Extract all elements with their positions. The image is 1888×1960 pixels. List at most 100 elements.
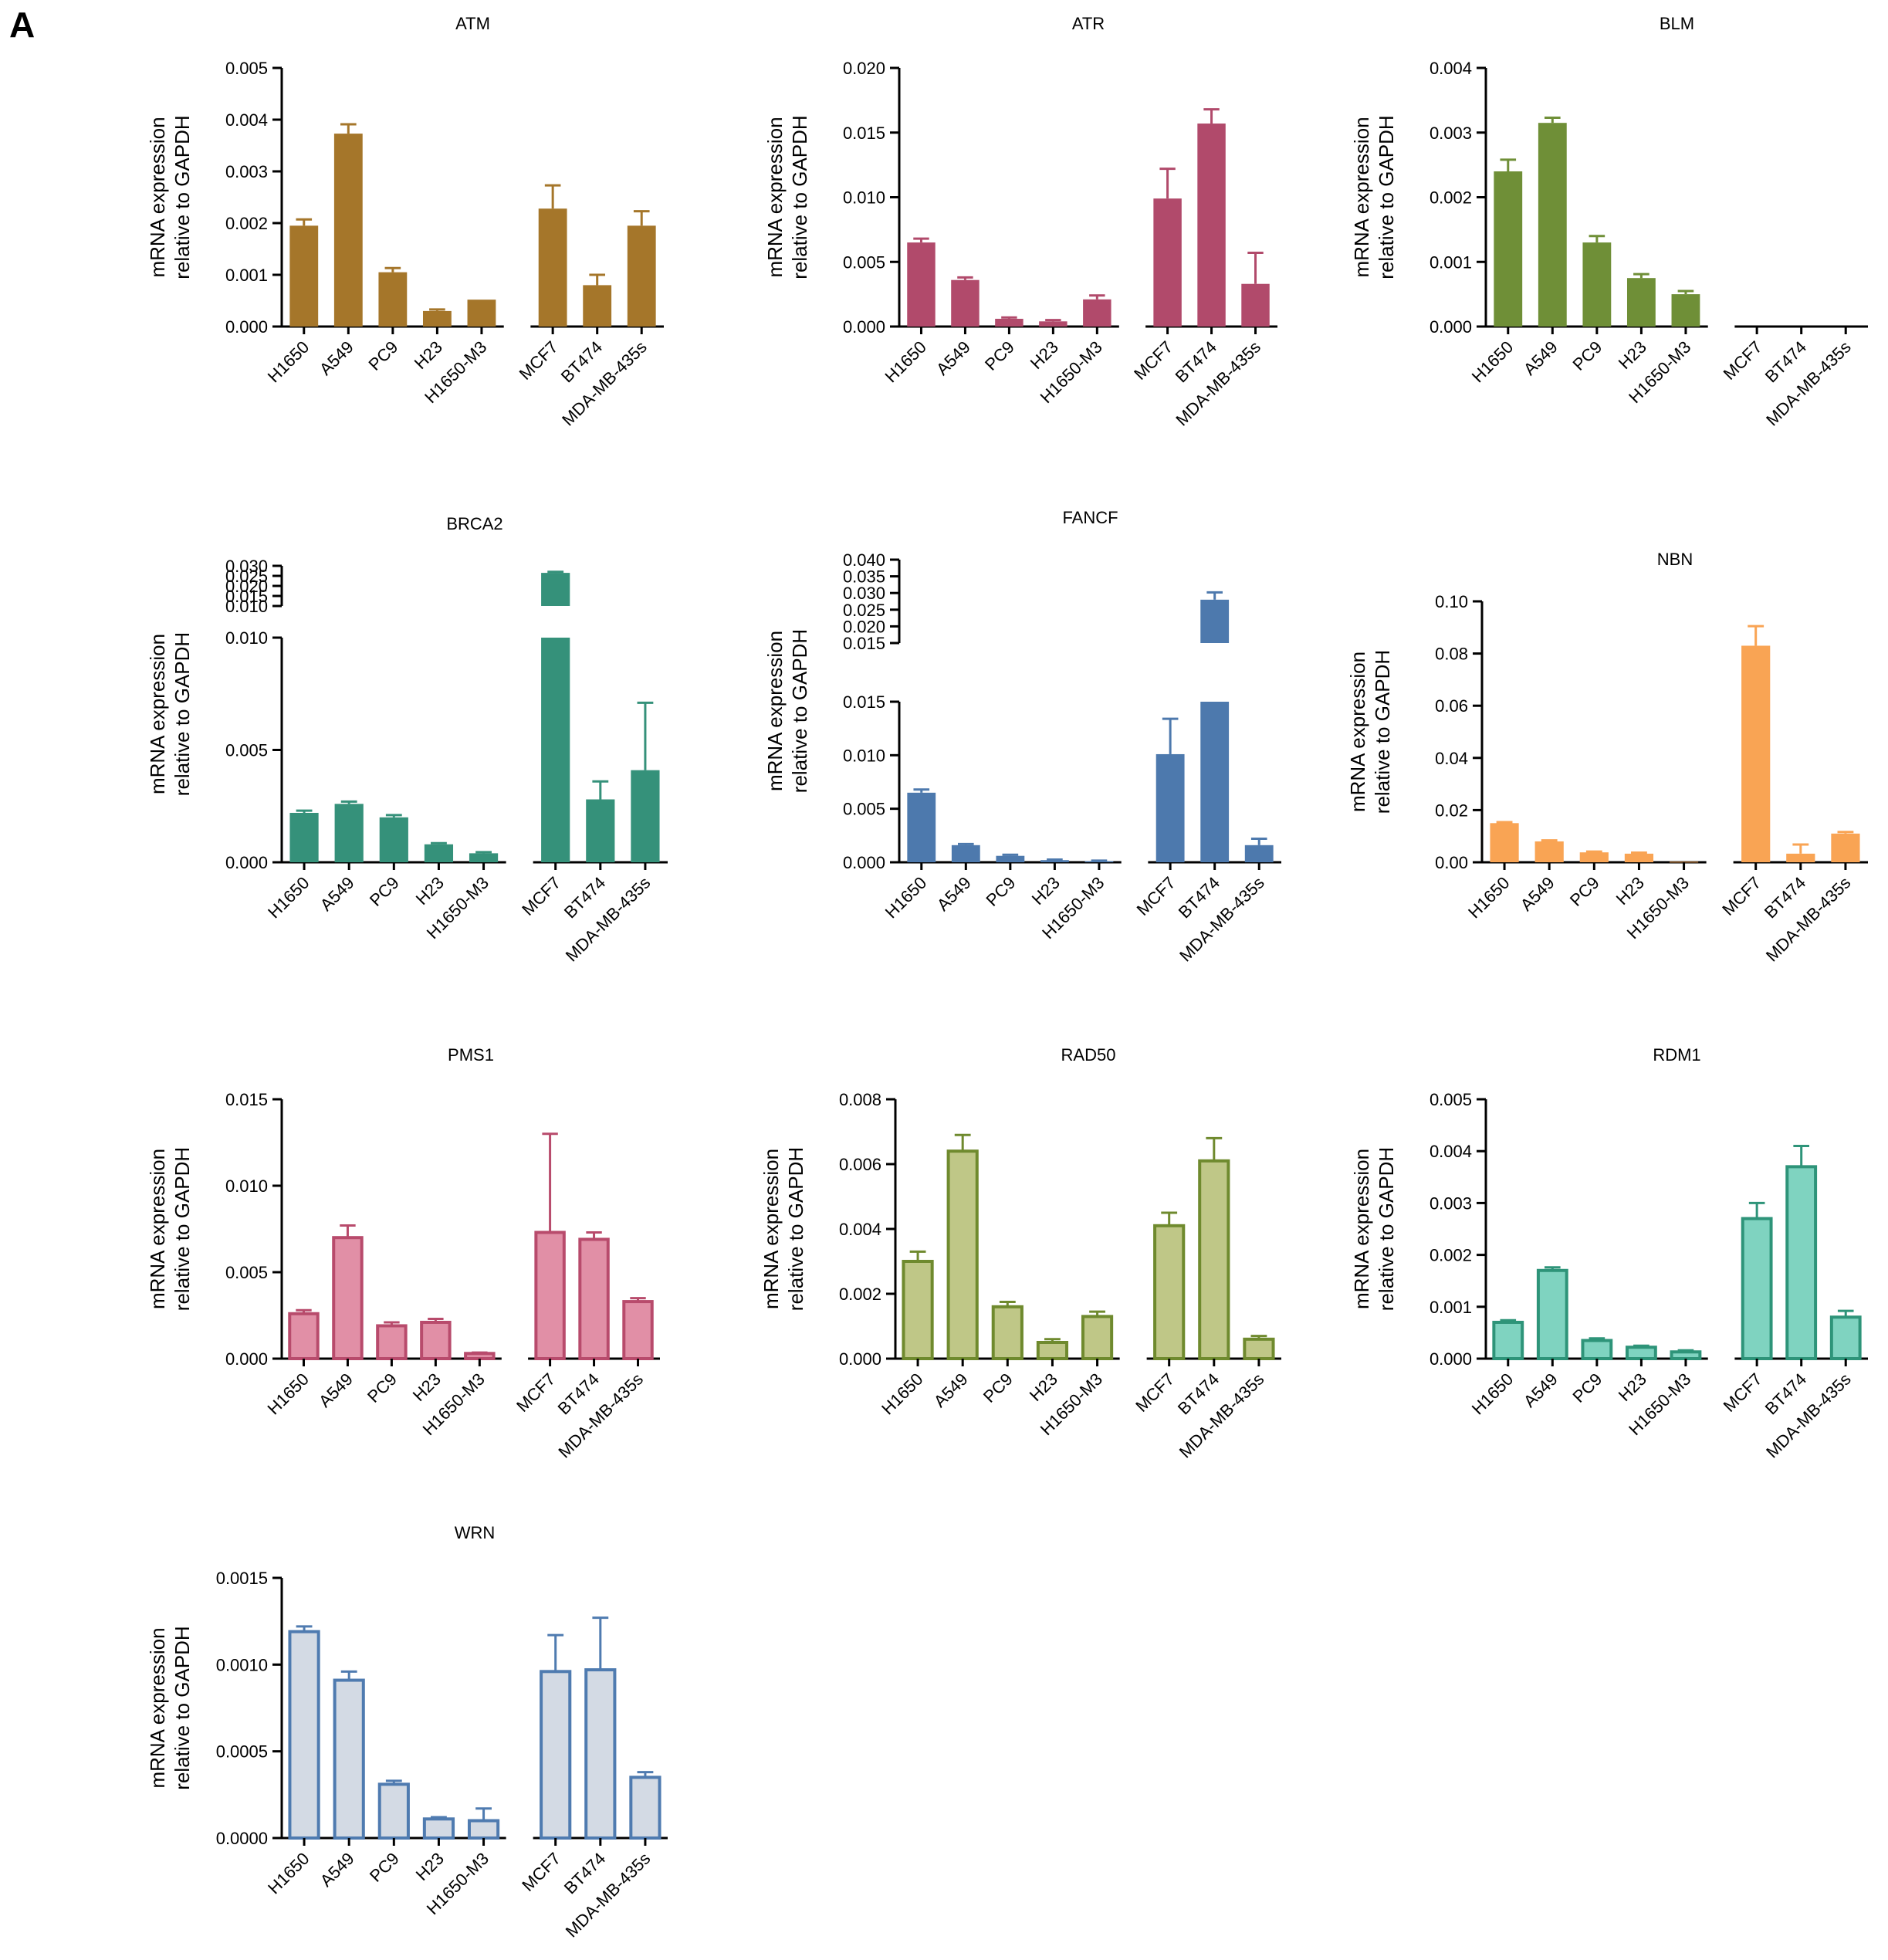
y-break-tick-label: 0.030 xyxy=(843,584,885,603)
x-tick-label: H23 xyxy=(1028,873,1064,909)
y-break-tick-label: 0.015 xyxy=(843,634,885,653)
bar xyxy=(583,285,612,327)
bar xyxy=(995,318,1024,327)
y-tick-label: 0.0005 xyxy=(216,1742,268,1762)
y-axis-title: mRNA expressionrelative to GAPDH xyxy=(146,115,194,279)
y-break-tick-label: 0.020 xyxy=(225,577,268,596)
y-tick-label: 0.005 xyxy=(1430,1090,1472,1109)
chart-title: WRN xyxy=(455,1523,496,1542)
bar xyxy=(377,1782,410,1840)
chart-title: RDM1 xyxy=(1653,1045,1700,1065)
bar xyxy=(907,792,936,862)
bar xyxy=(467,1819,500,1840)
x-tick-label: PC9 xyxy=(981,337,1018,374)
bar xyxy=(1244,845,1274,862)
chart-title: PMS1 xyxy=(448,1045,494,1065)
y-axis-title: mRNA expressionrelative to GAPDH xyxy=(763,115,811,279)
y-tick-label: 0.00 xyxy=(1435,853,1468,872)
bar xyxy=(1624,853,1654,862)
chart-title: BLM xyxy=(1660,14,1694,33)
y-break-tick-label: 0.025 xyxy=(843,601,885,620)
y-tick-label: 0.015 xyxy=(843,124,885,143)
bar xyxy=(289,812,319,862)
chart-title: ATR xyxy=(1072,14,1105,33)
y-axis-title: mRNA expressionrelative to GAPDH xyxy=(146,632,194,796)
x-tick-label: A549 xyxy=(316,1849,358,1891)
x-tick-label: MCF7 xyxy=(518,873,564,919)
x-tick-label: PC9 xyxy=(982,873,1019,910)
x-tick-label: H1650 xyxy=(1468,1369,1518,1419)
chart-rdm1: RDM1 mRNA expressionrelative to GAPDH 0.00… xyxy=(1350,1045,1868,1462)
y-tick-label: 0.000 xyxy=(839,1349,881,1369)
x-tick-label: H23 xyxy=(412,1849,448,1884)
y-tick-label: 0.005 xyxy=(225,1263,268,1282)
bar xyxy=(289,225,319,327)
y-tick-label: 0.010 xyxy=(225,628,268,648)
y-axis-title: mRNA expressionrelative to GAPDH xyxy=(760,1147,807,1311)
bar xyxy=(1155,753,1185,862)
x-tick-label: H23 xyxy=(1615,337,1650,373)
y-tick-label: 0.005 xyxy=(225,59,268,78)
x-tick-label: A549 xyxy=(932,337,974,379)
y-tick-label: 0.001 xyxy=(1430,1298,1472,1317)
x-tick-label: A549 xyxy=(315,1369,357,1411)
x-tick-label: H23 xyxy=(1026,1369,1061,1405)
y-break-tick-label: 0.025 xyxy=(225,567,268,586)
y-tick-label: 0.002 xyxy=(225,214,268,233)
y-axis-title: mRNA expressionrelative to GAPDH xyxy=(1350,115,1398,279)
bar xyxy=(1153,198,1182,327)
bar xyxy=(1626,278,1656,327)
y-break-tick-label: 0.015 xyxy=(225,587,268,606)
y-tick-label: 0.02 xyxy=(1435,801,1468,820)
bar xyxy=(629,1776,661,1840)
chart-rad50: RAD50 mRNA expressionrelative to GAPDH 0.0… xyxy=(760,1045,1281,1462)
y-tick-label: 0.0000 xyxy=(216,1829,268,1848)
x-tick-label: PC9 xyxy=(366,873,403,910)
bar xyxy=(1536,1268,1568,1361)
x-tick-label: MCF7 xyxy=(1132,1369,1178,1416)
bar xyxy=(540,1670,572,1840)
y-tick-label: 0.002 xyxy=(1430,1246,1472,1265)
y-tick-label: 0.010 xyxy=(225,1176,268,1196)
y-tick-label: 0.005 xyxy=(843,800,885,819)
y-tick-label: 0.003 xyxy=(225,162,268,181)
y-axis-title: mRNA expressionrelative to GAPDH xyxy=(1346,650,1394,814)
y-tick-label: 0.005 xyxy=(225,741,268,760)
bar xyxy=(1582,242,1612,327)
y-tick-label: 0.004 xyxy=(225,110,268,130)
x-tick-label: H1650 xyxy=(881,873,931,922)
chart-wrn: WRN mRNA expressionrelative to GAPDH 0.000… xyxy=(146,1523,668,1941)
chart-nbn: NBN mRNA expressionrelative to GAPDH 0.00 0… xyxy=(1346,550,1868,966)
panel-label: A xyxy=(9,5,35,45)
y-tick-label: 0.004 xyxy=(839,1220,881,1239)
bar xyxy=(1671,294,1700,327)
chart-pms1: PMS1 mRNA expressionrelative to GAPDH 0.00… xyxy=(146,1045,660,1462)
bar xyxy=(288,1630,320,1840)
x-tick-label: H1650 xyxy=(263,1369,313,1419)
bar-break-segment xyxy=(1200,599,1230,643)
bar xyxy=(1490,823,1519,862)
y-axis-title: mRNA expressionrelative to GAPDH xyxy=(146,1626,194,1789)
x-tick-label: H1650 xyxy=(881,337,930,387)
x-tick-label: H23 xyxy=(1612,873,1648,909)
bar xyxy=(1198,1159,1230,1361)
x-tick-label: MCF7 xyxy=(1133,873,1179,919)
bar xyxy=(1534,841,1564,862)
y-break-tick-label: 0.030 xyxy=(225,557,268,576)
x-tick-label: PC9 xyxy=(364,337,401,374)
bar xyxy=(1492,1320,1524,1360)
bar xyxy=(622,1300,654,1360)
bar xyxy=(422,310,452,327)
y-tick-label: 0.000 xyxy=(1430,1349,1472,1369)
y-tick-label: 0.004 xyxy=(1430,1142,1472,1161)
x-tick-label: A549 xyxy=(930,1369,972,1411)
bar xyxy=(1243,1337,1275,1361)
x-tick-label: H1650 xyxy=(1468,337,1518,387)
x-tick-label: MCF7 xyxy=(1718,873,1765,919)
bar xyxy=(1670,1350,1702,1361)
bar xyxy=(951,845,980,862)
chart-title: ATM xyxy=(455,14,490,33)
y-tick-label: 0.04 xyxy=(1435,749,1468,768)
